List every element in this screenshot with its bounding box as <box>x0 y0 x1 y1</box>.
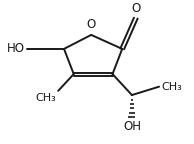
Text: CH₃: CH₃ <box>36 93 56 103</box>
Text: O: O <box>87 18 96 31</box>
Text: HO: HO <box>7 42 25 55</box>
Text: O: O <box>131 2 140 15</box>
Text: OH: OH <box>123 120 141 133</box>
Text: CH₃: CH₃ <box>161 82 182 92</box>
